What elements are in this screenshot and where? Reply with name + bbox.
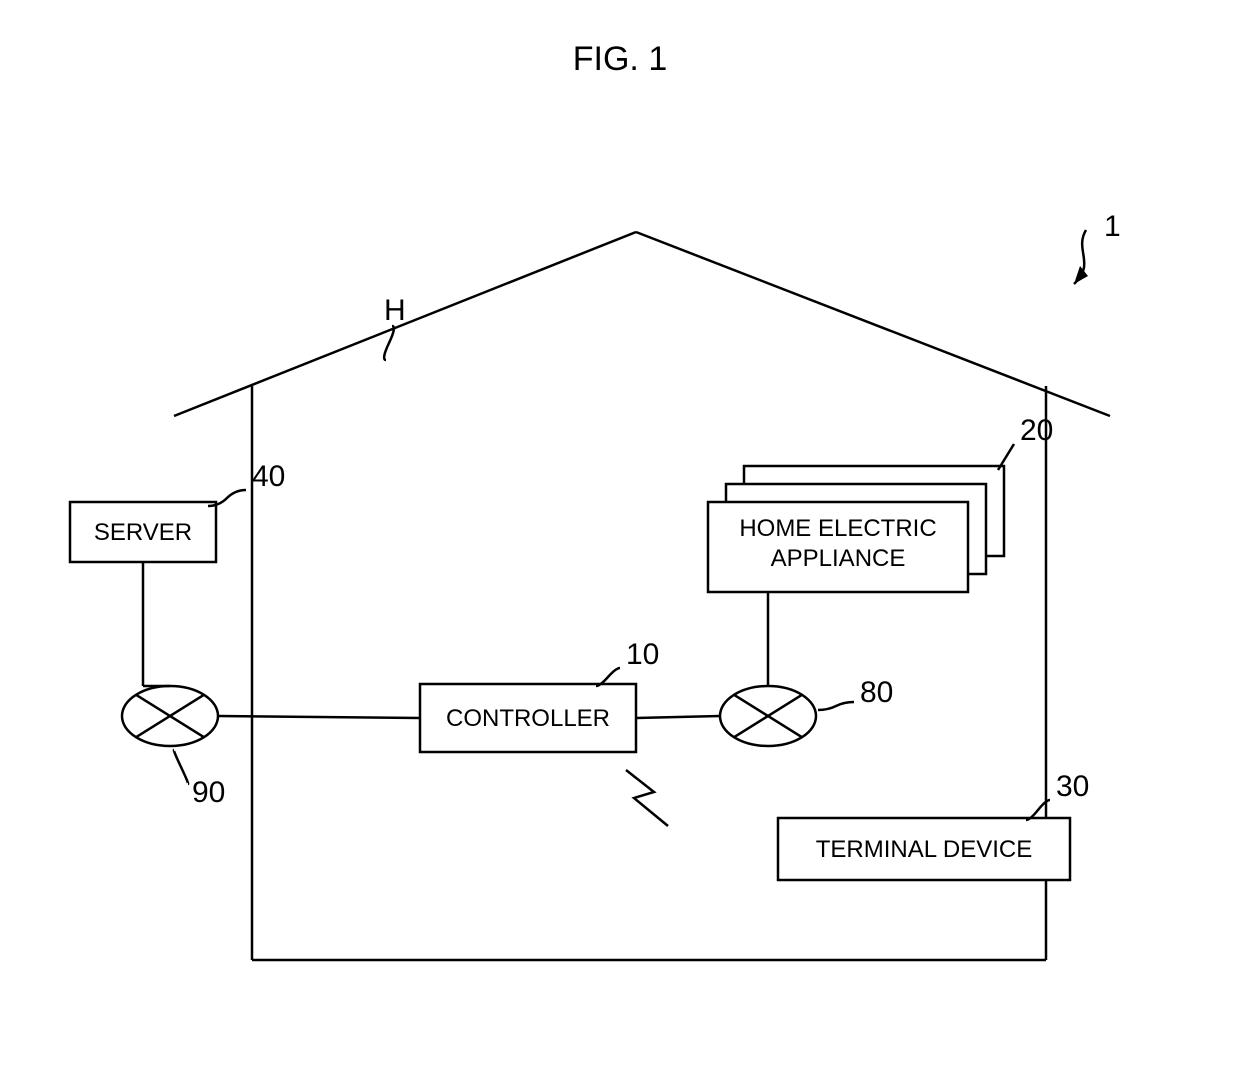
link-controller-net80 (636, 716, 720, 718)
network-inside-ref: 80 (860, 676, 893, 709)
terminal-ref: 30 (1056, 770, 1089, 803)
system-ref-label: 1 (1104, 210, 1121, 243)
roof-right (636, 232, 1110, 416)
network-outside-ref: 90 (192, 776, 225, 809)
wireless-zigzag (626, 770, 668, 826)
link-net90-controller (218, 716, 420, 718)
server-ref: 40 (252, 460, 285, 493)
controller-label: CONTROLLER (446, 705, 610, 732)
figure-title: FIG. 1 (573, 40, 667, 78)
system-ref-arrowhead (1074, 266, 1088, 284)
appliance-ref: 20 (1020, 414, 1053, 447)
terminal-label: TERMINAL DEVICE (816, 836, 1032, 863)
controller-ref: 10 (626, 638, 659, 671)
server-label: SERVER (94, 519, 192, 546)
network-inside-ref-leader (818, 702, 854, 710)
appliance-ref-leader (998, 444, 1014, 470)
appliance-label-1: HOME ELECTRIC (739, 515, 936, 542)
network-outside-ref-leader (174, 750, 188, 784)
appliance-label-2: APPLIANCE (771, 545, 906, 572)
house-ref-label: H (384, 294, 406, 327)
